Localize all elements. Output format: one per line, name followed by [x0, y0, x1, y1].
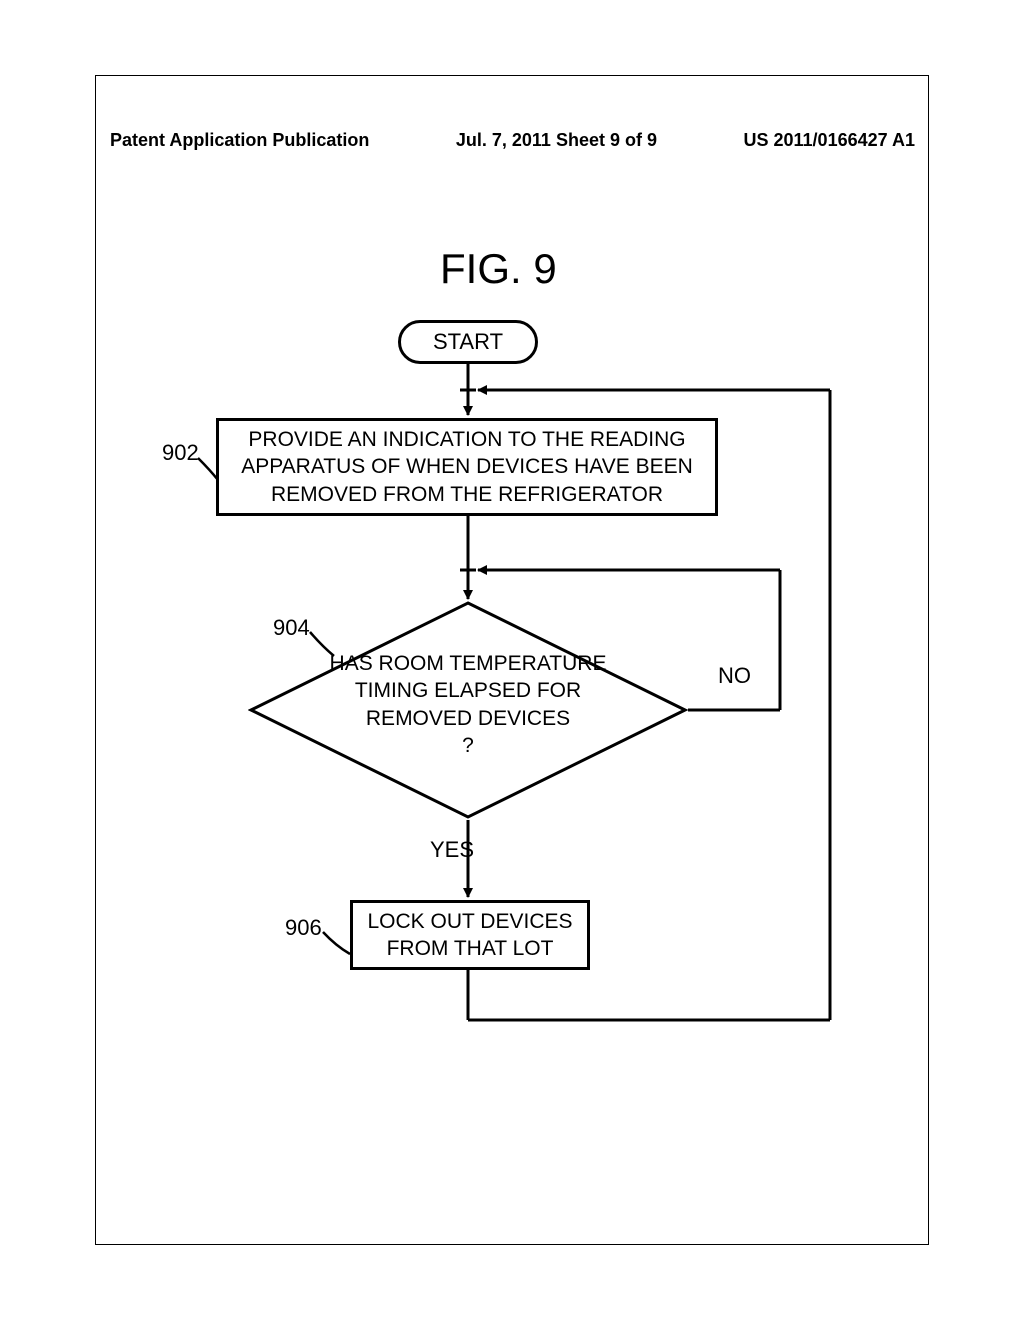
yes-label: YES — [430, 837, 474, 863]
decision-904: HAS ROOM TEMPERATURE TIMING ELAPSED FOR … — [248, 600, 688, 820]
process-902-text: PROVIDE AN INDICATION TO THE READING APP… — [227, 426, 707, 508]
process-902: PROVIDE AN INDICATION TO THE READING APP… — [216, 418, 718, 516]
header-left: Patent Application Publication — [110, 130, 369, 151]
figure-title: FIG. 9 — [440, 245, 557, 293]
flowchart: START PROVIDE AN INDICATION TO THE READI… — [110, 310, 915, 1070]
start-label: START — [433, 329, 503, 355]
process-906-text: LOCK OUT DEVICES FROM THAT LOT — [361, 908, 579, 963]
ref-904: 904 — [273, 615, 310, 641]
ref-902: 902 — [162, 440, 199, 466]
header-center: Jul. 7, 2011 Sheet 9 of 9 — [456, 130, 657, 151]
process-906: LOCK OUT DEVICES FROM THAT LOT — [350, 900, 590, 970]
decision-904-text: HAS ROOM TEMPERATURE TIMING ELAPSED FOR … — [328, 650, 608, 759]
no-label: NO — [718, 663, 751, 689]
header-right: US 2011/0166427 A1 — [744, 130, 915, 151]
start-terminator: START — [398, 320, 538, 364]
ref-906: 906 — [285, 915, 322, 941]
page-header: Patent Application Publication Jul. 7, 2… — [110, 130, 915, 151]
